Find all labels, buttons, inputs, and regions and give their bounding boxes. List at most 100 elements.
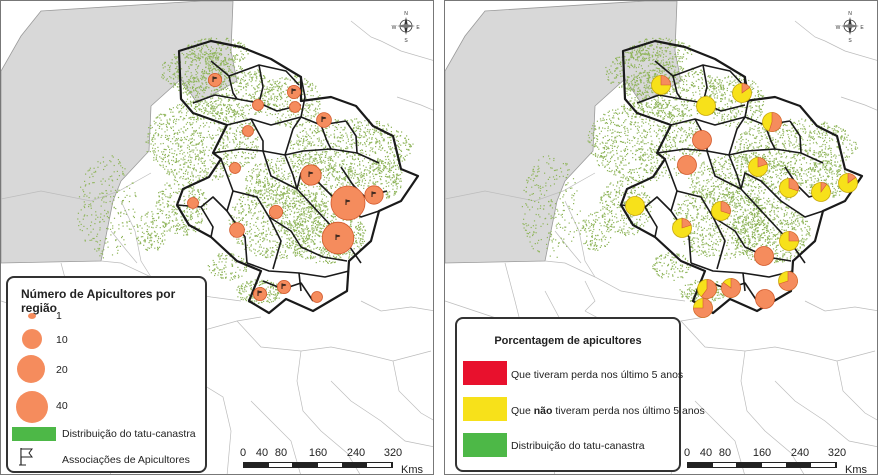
habitat-dot <box>299 195 301 197</box>
habitat-dot <box>322 227 324 229</box>
habitat-dot <box>369 133 372 135</box>
habitat-dot <box>364 230 367 232</box>
habitat-dot <box>295 189 297 191</box>
habitat-dot <box>294 206 296 208</box>
habitat-dot <box>359 226 361 228</box>
habitat-dot <box>181 52 183 54</box>
habitat-dot <box>346 164 348 166</box>
habitat-dot <box>264 77 266 80</box>
habitat-dot <box>325 153 327 155</box>
habitat-dot <box>341 137 343 139</box>
habitat-dot <box>294 234 296 236</box>
habitat-dot <box>265 96 267 98</box>
habitat-dot <box>269 291 271 293</box>
habitat-dot <box>271 190 274 192</box>
habitat-dot <box>327 200 329 202</box>
habitat-dot <box>300 108 302 110</box>
habitat-dot <box>268 191 270 193</box>
habitat-dot <box>317 221 319 223</box>
habitat-dot <box>266 206 268 208</box>
habitat-dot <box>230 69 232 71</box>
habitat-dot <box>285 117 287 119</box>
habitat-dot <box>258 84 260 86</box>
habitat-dot <box>251 143 253 146</box>
habitat-dot <box>258 87 260 89</box>
habitat-dot <box>216 107 218 109</box>
habitat-dot <box>230 64 232 66</box>
habitat-dot <box>332 213 334 215</box>
habitat-dot <box>193 167 195 169</box>
habitat-dot <box>363 185 365 187</box>
habitat-dot <box>298 164 300 166</box>
habitat-dot <box>222 147 224 149</box>
habitat-dot <box>210 98 212 100</box>
habitat-dot <box>335 256 338 258</box>
habitat-dot <box>186 86 188 88</box>
habitat-dot <box>161 151 163 153</box>
habitat-dot <box>290 205 292 207</box>
habitat-dot <box>257 227 259 229</box>
habitat-dot <box>239 219 242 221</box>
habitat-dot <box>309 256 312 258</box>
habitat-dot <box>164 154 166 156</box>
habitat-dot <box>322 174 324 177</box>
habitat-dot <box>182 163 185 165</box>
habitat-dot <box>194 108 196 110</box>
habitat-dot <box>282 226 284 228</box>
habitat-dot <box>245 214 247 216</box>
habitat-dot <box>254 88 256 90</box>
habitat-dot <box>266 169 268 171</box>
habitat-dot <box>350 166 352 168</box>
habitat-dot <box>354 171 356 174</box>
habitat-dot <box>345 147 347 150</box>
habitat-dot <box>192 167 194 169</box>
habitat-dot <box>200 134 202 136</box>
habitat-dot <box>254 191 257 193</box>
habitat-dot <box>289 203 291 205</box>
habitat-dot <box>299 160 302 162</box>
habitat-dot <box>210 122 212 124</box>
habitat-dot <box>299 193 301 195</box>
habitat-dot <box>326 256 328 258</box>
habitat-dot <box>357 158 359 160</box>
habitat-dot <box>270 178 272 180</box>
habitat-dot <box>170 126 172 128</box>
habitat-dot <box>242 290 244 292</box>
habitat-dot <box>299 194 301 196</box>
habitat-dot <box>322 250 324 252</box>
habitat-dot <box>356 228 358 230</box>
habitat-dot <box>267 91 269 93</box>
habitat-dot <box>367 124 369 126</box>
habitat-dot <box>285 125 287 127</box>
habitat-dot <box>320 211 322 213</box>
habitat-dot <box>191 133 193 135</box>
habitat-dot <box>296 249 298 251</box>
habitat-dot <box>280 229 282 231</box>
habitat-dot <box>232 110 234 112</box>
habitat-dot <box>334 179 336 181</box>
habitat-dot <box>199 57 201 59</box>
habitat-dot <box>280 155 282 157</box>
habitat-dot <box>359 163 361 165</box>
habitat-dot <box>256 139 258 141</box>
habitat-dot <box>301 237 303 239</box>
habitat-dot <box>323 252 325 254</box>
habitat-dot <box>239 291 241 293</box>
habitat-dot <box>396 164 398 166</box>
habitat-dot <box>271 87 274 89</box>
habitat-dot <box>245 157 247 159</box>
habitat-dot <box>203 87 205 89</box>
habitat-dot <box>267 286 269 288</box>
habitat-dot <box>361 238 363 240</box>
habitat-dot <box>315 203 317 205</box>
habitat-dot <box>187 152 189 154</box>
habitat-dot <box>236 112 238 114</box>
habitat-dot <box>312 204 314 206</box>
habitat-dot <box>198 57 200 59</box>
habitat-dot <box>347 251 350 253</box>
habitat-dot <box>253 248 255 250</box>
habitat-dot <box>302 228 304 230</box>
habitat-dot <box>322 247 324 249</box>
habitat-dot <box>160 119 162 121</box>
habitat-dot <box>190 156 192 158</box>
